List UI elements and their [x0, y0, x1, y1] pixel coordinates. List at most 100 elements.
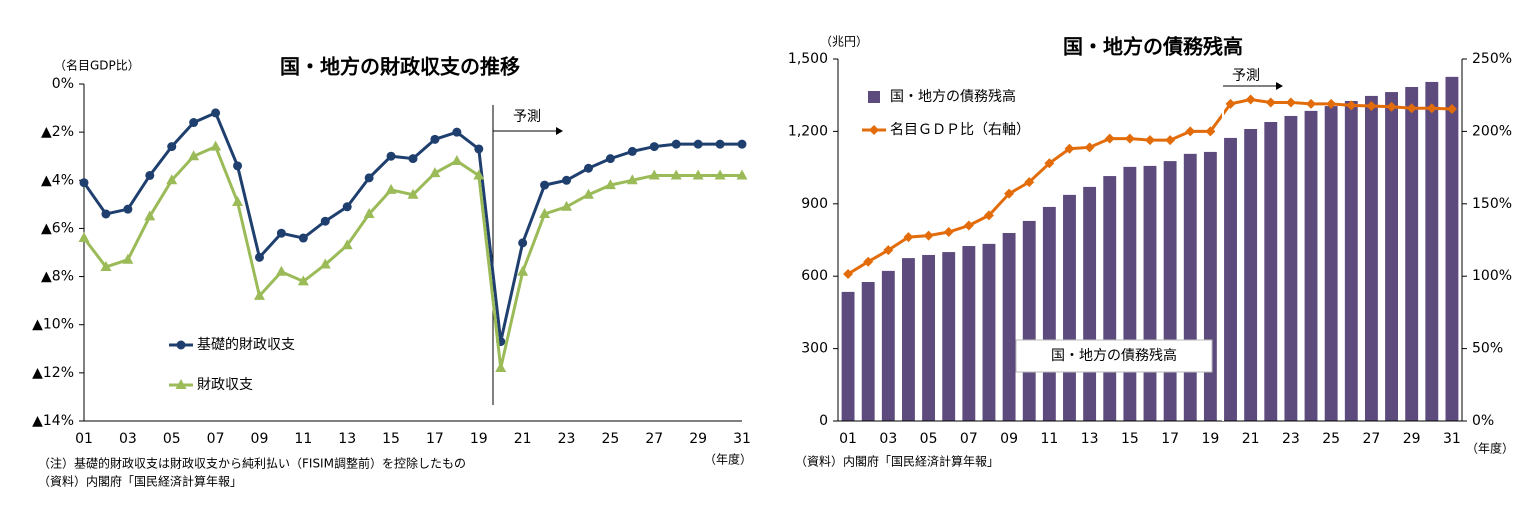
point — [122, 253, 134, 264]
point — [1205, 126, 1216, 137]
point — [627, 146, 637, 156]
bar — [1344, 100, 1358, 421]
note: （注）基礎的財政収支は財政収支から純利払い（FISIM調整前）を控除したもの — [38, 456, 466, 471]
bar — [1163, 161, 1177, 422]
point — [714, 169, 726, 180]
point — [1145, 135, 1155, 146]
y-tick-label: 0 — [819, 413, 828, 429]
point — [626, 174, 638, 185]
point — [276, 228, 286, 238]
point — [1265, 97, 1276, 108]
bar — [1103, 176, 1117, 421]
forecast-label: 予測 — [513, 109, 541, 125]
y-tick-label: ▲12% — [32, 365, 74, 381]
x-tick-label: 23 — [1282, 431, 1300, 447]
x-tick-label: 25 — [601, 431, 619, 447]
bar — [1324, 106, 1338, 421]
arrow-head — [1276, 82, 1283, 90]
bar — [1002, 233, 1016, 421]
bar — [1425, 81, 1439, 421]
point — [210, 140, 222, 151]
point — [963, 220, 974, 231]
y2-tick-label: 200% — [1472, 123, 1512, 139]
x-tick-label: 19 — [470, 431, 488, 447]
point — [1326, 98, 1337, 109]
x-tick-label: 01 — [839, 431, 857, 447]
y2-tick-label: 100% — [1472, 268, 1512, 284]
y-tick-label: 1,500 — [788, 51, 828, 67]
point — [715, 139, 725, 149]
point — [188, 150, 200, 161]
x-tick-label: 17 — [1161, 431, 1179, 447]
x-tick-label: 05 — [920, 431, 938, 447]
point — [123, 204, 133, 214]
x-tick-label: 29 — [689, 431, 707, 447]
legend-label: 財政収支 — [197, 377, 253, 393]
legend-label: 国・地方の債務残高 — [890, 88, 1016, 105]
point — [452, 127, 462, 137]
point — [692, 169, 704, 180]
point — [943, 227, 954, 238]
y2-tick-label: 150% — [1472, 196, 1512, 212]
y-axis-label: （名目GDP比） — [54, 58, 140, 73]
bar — [1264, 121, 1278, 421]
x-tick-label: 13 — [338, 431, 356, 447]
x-tick-label: 03 — [879, 431, 897, 447]
bar — [881, 270, 895, 421]
point — [430, 134, 440, 144]
point — [517, 265, 529, 276]
bar — [1183, 153, 1197, 421]
bar — [982, 243, 996, 421]
point — [474, 144, 484, 154]
x-axis-label: （年度） — [704, 452, 752, 467]
point — [144, 210, 156, 221]
point — [1245, 94, 1256, 105]
point — [903, 232, 914, 243]
point — [363, 207, 375, 218]
point — [167, 142, 177, 152]
point — [736, 169, 748, 180]
x-tick-label: 15 — [382, 431, 400, 447]
x-tick-label: 11 — [294, 431, 312, 447]
x-tick-label: 01 — [75, 431, 93, 447]
point — [176, 340, 186, 350]
x-tick-label: 31 — [1443, 431, 1461, 447]
point — [232, 195, 244, 206]
bar — [922, 254, 936, 421]
y2-tick-label: 0% — [1472, 413, 1494, 429]
point — [100, 260, 112, 271]
point — [582, 188, 594, 199]
point — [78, 232, 90, 243]
point — [342, 202, 352, 212]
x-tick-label: 21 — [514, 431, 532, 447]
x-tick-label: 07 — [207, 431, 225, 447]
y-tick-label: 600 — [801, 268, 828, 284]
point — [385, 183, 397, 194]
point — [561, 200, 573, 211]
x-tick-label: 17 — [426, 431, 444, 447]
x-tick-label: 25 — [1322, 431, 1340, 447]
point — [1004, 188, 1015, 199]
point — [883, 245, 894, 256]
y-tick-label: 0% — [52, 76, 74, 92]
point — [1225, 98, 1236, 109]
bar-label: 国・地方の債務残高 — [1051, 347, 1177, 364]
bar — [1445, 76, 1459, 421]
point — [863, 256, 874, 267]
point — [1406, 103, 1417, 114]
point — [1044, 158, 1055, 169]
point — [1346, 100, 1357, 111]
point — [451, 155, 463, 166]
bar — [962, 246, 976, 421]
line — [82, 144, 742, 369]
legend-label: 名目ＧＤＰ比（右軸） — [890, 122, 1030, 138]
chart-title: 国・地方の財政収支の推移 — [280, 55, 520, 79]
line — [82, 110, 742, 342]
point — [145, 170, 155, 180]
bar — [1304, 110, 1318, 422]
forecast-label: 予測 — [1232, 68, 1260, 84]
bar — [1385, 92, 1398, 421]
bar — [1244, 128, 1258, 421]
bar — [1364, 95, 1378, 421]
point — [341, 239, 353, 250]
